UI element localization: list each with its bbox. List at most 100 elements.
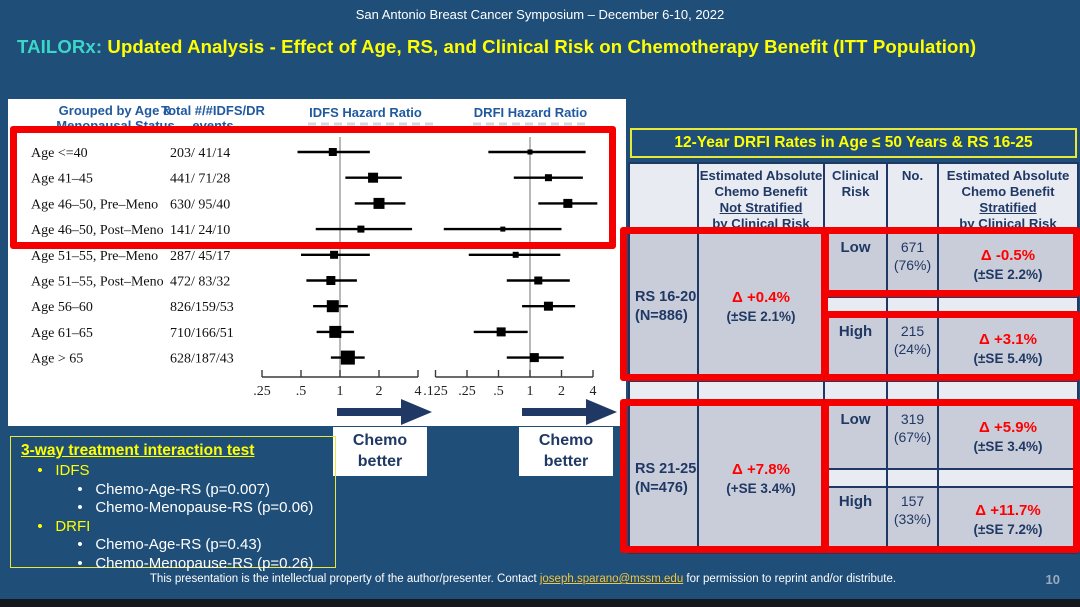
forest-row-events: 710/166/51 [170, 326, 234, 341]
bullet-icon: • [77, 499, 83, 517]
drfi-table: Estimated Absolute Chemo Benefit Not Str… [628, 162, 1079, 554]
risk-low-2125: Low [825, 406, 886, 468]
bullet-icon: • [77, 536, 83, 554]
forest-row-label: Age 51–55, Post–Meno [31, 275, 164, 290]
rs-21-25-cell: RS 21-25 (N=476) [630, 406, 697, 552]
interaction-item: • Chemo-Age-RS (p=0.43) [21, 536, 325, 555]
risk-high-2125: High [825, 488, 886, 552]
spacer [888, 298, 937, 316]
hr-point [512, 251, 519, 258]
spacer [825, 470, 886, 486]
forest-row-label: Age 61–65 [31, 326, 93, 341]
spacer [939, 382, 1077, 404]
count-low-1620: 671 (76%) [888, 234, 937, 296]
forest-row-label: Age 46–50, Post–Meno [31, 223, 164, 238]
hr-point [544, 174, 552, 182]
count-high-2125: 157 (33%) [888, 488, 937, 552]
forest-row-label: Age 46–50, Pre–Meno [31, 197, 158, 212]
interaction-item: • Chemo-Age-RS (p=0.007) [21, 481, 325, 500]
rs-16-20-benefit-cell: Δ +0.4% (±SE 2.1%) [699, 234, 823, 380]
interaction-group-drfi: • DRFI [21, 518, 325, 537]
risk-high-1620: High [825, 318, 886, 380]
rs-16-20-cell: RS 16-20 (N=886) [630, 234, 697, 380]
interaction-item: • Chemo-Menopause-RS (p=0.26) [21, 555, 325, 574]
drfi-panel-header: DRFI Hazard Ratio [473, 105, 588, 120]
hr-point [500, 226, 506, 232]
contact-email-link[interactable]: joseph.sparano@mssm.edu [539, 573, 684, 585]
hr-point [496, 327, 506, 337]
chemo-better-label-idfs: Chemo better [333, 427, 427, 476]
hr-point [373, 197, 385, 209]
forest-row-events: 441/ 71/28 [170, 172, 230, 187]
page-number: 10 [1045, 572, 1060, 587]
bullet-icon: • [37, 462, 43, 479]
axis-tick-label: .5 [296, 384, 307, 399]
bullet-icon: • [77, 480, 83, 498]
forest-row-events: 472/ 83/32 [170, 275, 230, 290]
benefit-low-1620: Δ -0.5% (±SE 2.2%) [939, 234, 1077, 296]
spacer [825, 298, 886, 316]
forest-row-label: Age 51–55, Pre–Meno [31, 249, 158, 264]
bullet-icon: • [77, 554, 83, 572]
interaction-item: • Chemo-Menopause-RS (p=0.06) [21, 499, 325, 518]
hr-point [534, 276, 543, 285]
bullet-icon: • [37, 517, 43, 535]
spacer [699, 382, 823, 404]
spacer [939, 298, 1077, 316]
slide-title: TAILORx: Updated Analysis - Effect of Ag… [17, 36, 1071, 58]
spacer [939, 470, 1077, 486]
idfs-panel-header: IDFS Hazard Ratio [309, 105, 422, 120]
forest-row-label: Age 56–60 [31, 300, 93, 315]
axis-tick-label: 4 [415, 384, 422, 399]
axis-tick-label: .25 [458, 384, 476, 399]
axis-tick-label: 2 [558, 384, 565, 399]
interaction-test-box: 3-way treatment interaction test • IDFS … [10, 436, 336, 572]
benefit-high-1620: Δ +3.1% (±SE 5.4%) [939, 318, 1077, 380]
hr-point [527, 149, 533, 155]
rs-21-25-benefit-cell: Δ +7.8% (+SE 3.4%) [699, 406, 823, 552]
axis-tick-label: .25 [253, 384, 271, 399]
header-no: No. [888, 164, 937, 232]
axis-tick-label: .125 [423, 384, 448, 399]
forest-row-label: Age > 65 [31, 352, 83, 367]
forest-row-events: 628/187/43 [170, 352, 234, 367]
header-clinical-risk: Clinical Risk [825, 164, 886, 232]
hr-point [326, 276, 336, 285]
hr-point [326, 300, 339, 313]
interaction-group-idfs: • IDFS [21, 462, 325, 481]
drfi-table-title: 12-Year DRFI Rates in Age ≤ 50 Years & R… [630, 128, 1077, 158]
spacer [825, 382, 886, 404]
chemo-better-arrow-idfs [337, 399, 432, 425]
slide-title-prefix: TAILORx: [17, 36, 103, 57]
slide-title-rest: Updated Analysis - Effect of Age, RS, an… [102, 36, 977, 57]
axis-tick-label: 1 [527, 384, 534, 399]
spacer [888, 470, 937, 486]
spacer [630, 382, 697, 404]
header-blank [630, 164, 697, 232]
axis-tick-label: 4 [590, 384, 597, 399]
benefit-low-2125: Δ +5.9% (±SE 3.4%) [939, 406, 1077, 468]
hr-point [368, 172, 379, 183]
hr-point [329, 325, 342, 338]
forest-row-events: 203/ 41/14 [170, 146, 230, 161]
spacer [888, 382, 937, 404]
hr-point [529, 353, 539, 363]
header-stratified: Estimated Absolute Chemo Benefit Stratif… [939, 164, 1077, 232]
forest-row-label: Age 41–45 [31, 172, 93, 187]
axis-tick-label: .5 [493, 384, 504, 399]
forest-row-events: 630/ 95/40 [170, 197, 230, 212]
forest-plot-panel: Grouped by Age & Menopausal Status Total… [8, 99, 626, 426]
axis-tick-label: 1 [337, 384, 344, 399]
count-low-2125: 319 (67%) [888, 406, 937, 468]
forest-row-events: 826/159/53 [170, 300, 234, 315]
chemo-better-arrow-drfi [522, 399, 617, 425]
axis-tick-label: 2 [376, 384, 383, 399]
footer-disclaimer: This presentation is the intellectual pr… [149, 573, 897, 585]
hr-point [543, 301, 553, 311]
forest-row-events: 287/ 45/17 [170, 249, 230, 264]
count-high-1620: 215 (24%) [888, 318, 937, 380]
interaction-test-title: 3-way treatment interaction test [21, 442, 255, 459]
forest-row-events: 141/ 24/10 [170, 223, 230, 238]
